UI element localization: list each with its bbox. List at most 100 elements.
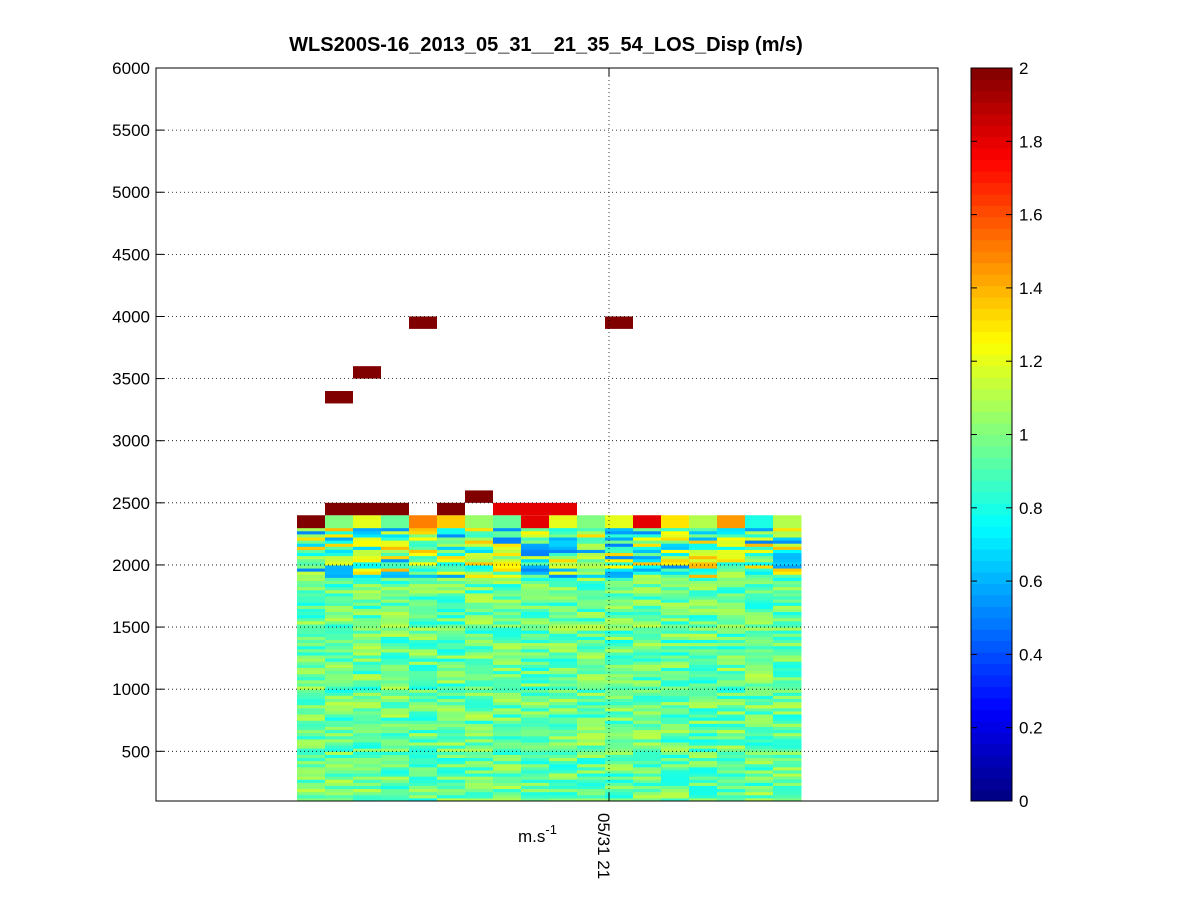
heatmap-cell	[633, 741, 662, 746]
heatmap-cell	[521, 546, 550, 550]
heatmap-cell	[773, 524, 802, 529]
heatmap-cell	[633, 720, 662, 724]
colorbar-segment	[971, 778, 1012, 791]
heatmap-cell	[633, 732, 662, 737]
heatmap-cell	[325, 518, 354, 522]
heatmap-cell	[465, 766, 494, 771]
heatmap-cell	[689, 720, 718, 724]
heatmap-cell	[661, 729, 690, 734]
heatmap-cell	[633, 592, 662, 597]
heatmap-cell	[381, 614, 410, 619]
colorbar-tick-label: 2	[1019, 59, 1028, 78]
heatmap-cell	[605, 760, 634, 765]
heatmap-cell	[605, 558, 634, 563]
heatmap-cell	[689, 695, 718, 700]
heatmap-cell	[325, 651, 354, 656]
heatmap-cell	[381, 757, 410, 762]
heatmap-cell	[633, 682, 662, 687]
heatmap-cell	[745, 723, 774, 727]
colorbar-segment	[971, 663, 1012, 676]
heatmap-cell	[773, 797, 802, 802]
heatmap-cell	[605, 785, 634, 790]
heatmap-cell	[577, 782, 606, 786]
heatmap-cell	[549, 788, 578, 793]
heatmap-cell	[465, 568, 494, 572]
heatmap-cell	[297, 720, 326, 724]
y-tick-label: 500	[122, 742, 150, 761]
heatmap-cell	[745, 701, 774, 706]
heatmap-cell	[549, 723, 578, 727]
heatmap-cell	[745, 714, 774, 718]
heatmap-cell	[297, 636, 326, 640]
heatmap-cell	[661, 614, 690, 619]
heatmap-cell	[409, 714, 438, 718]
heatmap-cell	[605, 726, 634, 731]
heatmap-cell	[465, 794, 494, 799]
heatmap-cell	[465, 689, 494, 693]
heatmap-cell	[465, 558, 494, 563]
heatmap-cell	[297, 748, 326, 752]
heatmap-cell	[437, 676, 466, 681]
heatmap-cell	[437, 524, 466, 529]
colorbar-segment	[971, 743, 1012, 756]
heatmap-cell	[577, 679, 606, 684]
heatmap-cell	[689, 561, 718, 566]
heatmap-cell	[745, 574, 774, 578]
heatmap-cell	[353, 651, 382, 656]
heatmap-cell	[605, 599, 634, 603]
heatmap-cell	[745, 564, 774, 569]
heatmap-cell	[661, 664, 690, 668]
heatmap-cell	[353, 698, 382, 703]
heatmap-cell	[409, 748, 438, 752]
heatmap-cell	[297, 695, 326, 700]
colorbar-tick-label: 0.2	[1019, 719, 1043, 738]
heatmap-cell	[521, 552, 550, 557]
heatmap-cell	[773, 773, 802, 777]
heatmap-cell	[437, 658, 466, 662]
heatmap-cell	[297, 651, 326, 656]
heatmap-cell	[325, 555, 354, 560]
heatmap-cell	[689, 791, 718, 796]
heatmap-cell	[465, 555, 494, 560]
heatmap-cell	[409, 741, 438, 746]
heatmap-cell	[633, 754, 662, 759]
heatmap-cell	[717, 596, 746, 600]
heatmap-cell	[437, 704, 466, 709]
heatmap-cell	[437, 645, 466, 650]
heatmap-cell	[465, 701, 494, 706]
heatmap-cell	[493, 797, 522, 802]
heatmap-cell	[465, 577, 494, 581]
heatmap-cell	[549, 605, 578, 609]
heatmap-cell	[605, 782, 634, 786]
heatmap-cell	[493, 586, 522, 591]
heatmap-cell	[325, 757, 354, 762]
heatmap-cell	[745, 543, 774, 547]
heatmap-cell	[605, 698, 634, 703]
heatmap-cell	[773, 655, 802, 659]
heatmap-cell	[381, 726, 410, 731]
heatmap-cell	[325, 676, 354, 681]
colorbar-segment	[971, 503, 1012, 516]
heatmap-cell	[689, 676, 718, 681]
heatmap-cell	[353, 689, 382, 693]
heatmap-cell	[605, 611, 634, 616]
heatmap-cell	[437, 720, 466, 724]
heatmap-cell	[577, 751, 606, 755]
heatmap-cell	[549, 536, 578, 541]
heatmap-cell	[773, 602, 802, 606]
heatmap-cell	[605, 773, 634, 777]
heatmap-cell	[633, 608, 662, 613]
heatmap-cell	[549, 614, 578, 619]
heatmap-cell	[689, 571, 718, 575]
heatmap-cell	[773, 769, 802, 774]
heatmap-cell	[717, 723, 746, 727]
heatmap-cell	[521, 667, 550, 672]
heatmap-cell	[745, 540, 774, 544]
heatmap-cell	[773, 760, 802, 765]
grid-lines	[156, 67, 938, 801]
heatmap-cell	[353, 791, 382, 796]
heatmap-cell	[717, 568, 746, 572]
heatmap-cell	[577, 661, 606, 665]
heatmap-cell	[521, 717, 550, 721]
heatmap-cell	[577, 614, 606, 619]
